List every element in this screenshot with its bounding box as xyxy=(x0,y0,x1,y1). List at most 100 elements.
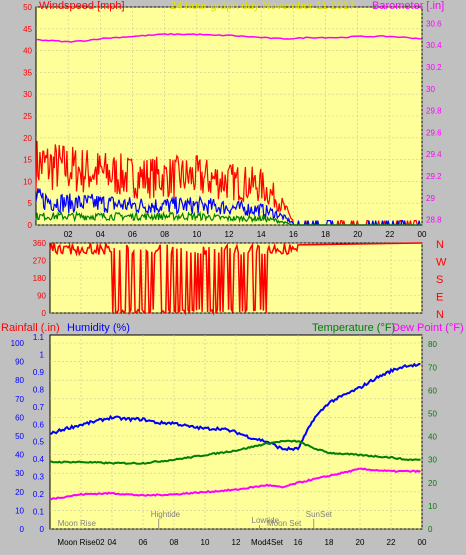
direction-tick-label: 360 xyxy=(33,239,47,248)
annotation-label: Hightide xyxy=(151,510,181,519)
windspeed-tick-label: 30 xyxy=(23,90,32,99)
compass-label: E xyxy=(436,292,443,304)
humidity-tick-label: 50 xyxy=(15,432,24,441)
barometer-tick-label: 29.2 xyxy=(426,172,442,181)
rainfall-tick-label: 0.4 xyxy=(33,455,45,464)
windspeed-tick-label: 20 xyxy=(23,134,32,143)
wind-direction-line xyxy=(49,242,423,316)
humidity-tick-label: 100 xyxy=(11,339,25,348)
x-tick-label: 22 xyxy=(387,538,396,547)
windspeed-series-line xyxy=(35,140,422,226)
direction-tick-label: 90 xyxy=(37,292,46,301)
temperature-tick-label: 50 xyxy=(428,410,437,419)
rainfall-tick-label: 0.8 xyxy=(33,385,45,394)
x-tick-label: 14 xyxy=(257,230,266,239)
x-tick-label: 10 xyxy=(201,538,210,547)
x-tick-label: 08 xyxy=(170,538,179,547)
rainfall-tick-label: 0.3 xyxy=(33,473,45,482)
x-tick-label: 06 xyxy=(128,230,137,239)
temperature-tick-label: 30 xyxy=(428,456,437,465)
humidity-tick-label: 70 xyxy=(15,395,24,404)
compass-label: N xyxy=(436,309,444,321)
x-tick-label: 04 xyxy=(96,230,105,239)
barometer-tick-label: 30.6 xyxy=(426,19,442,28)
humidity-tick-label: 80 xyxy=(15,376,24,385)
x-tick-label: 18 xyxy=(325,538,334,547)
barometer-series-line xyxy=(36,32,423,43)
barometer-tick-label: 29.8 xyxy=(426,107,442,116)
rainfall-tick-label: 0.9 xyxy=(33,368,45,377)
annotation-label: SunSet xyxy=(306,510,333,519)
x-tick-label: 02 xyxy=(64,230,73,239)
x-tick-label: 00 xyxy=(418,230,427,239)
wind-baro-ticks: 02 04 06 08 10 12 14 16 18 20 22 000510152025303540… xyxy=(23,3,442,239)
x-tick-label: 18 xyxy=(321,230,330,239)
direction-tick-label: 270 xyxy=(33,257,47,266)
x-tick-label: 06 xyxy=(139,538,148,547)
barometer-tick-label: 30 xyxy=(426,85,435,94)
compass-label: N xyxy=(436,239,444,251)
direction-tick-label: 0 xyxy=(42,309,47,318)
temperature-tick-label: 80 xyxy=(428,340,437,349)
rainfall-tick-label: 0.1 xyxy=(33,508,45,517)
humidity-tick-label: 90 xyxy=(15,358,24,367)
temperature-tick-label: 70 xyxy=(428,363,437,372)
windspeed-tick-label: 25 xyxy=(23,112,32,121)
rainfall-tick-label: 0.7 xyxy=(33,403,45,412)
x-tick-label: 16 xyxy=(294,538,303,547)
windspeed-tick-label: 5 xyxy=(28,199,33,208)
dew-point-series-line xyxy=(49,467,421,501)
rainfall-tick-label: 0.6 xyxy=(33,420,45,429)
windspeed-tick-label: 0 xyxy=(28,221,33,230)
windspeed-tick-label: 45 xyxy=(23,25,32,34)
temperature-tick-label: 40 xyxy=(428,433,437,442)
wind-direction-lines xyxy=(49,242,423,316)
windspeed-tick-label: 50 xyxy=(23,3,32,12)
temperature-tick-label: 0 xyxy=(428,525,433,534)
humidity-tick-label: 60 xyxy=(15,413,24,422)
wind-baro-lines xyxy=(35,32,423,226)
temperature-tick-label: 60 xyxy=(428,386,437,395)
x-tick-label: 12 xyxy=(232,538,241,547)
windspeed-axis-label: Windspeed [mph] xyxy=(39,0,125,12)
barometer-tick-label: 29.6 xyxy=(426,128,442,137)
compass-label: W xyxy=(436,257,447,269)
rainfall-tick-label: 0.5 xyxy=(33,438,45,447)
temperature-tick-label: 20 xyxy=(428,479,437,488)
rainfall-tick-label: 1 xyxy=(40,350,45,359)
x-tick-label: 20 xyxy=(356,538,365,547)
dewpoint-axis-label: Dew Point (°F) xyxy=(392,322,464,334)
barometer-tick-label: 28.8 xyxy=(426,216,442,225)
barometer-axis-label: Barometer [.in] xyxy=(372,0,444,12)
humidity-tick-label: 0 xyxy=(20,525,25,534)
temperature-series-line xyxy=(49,439,421,465)
x-tick-label: 20 xyxy=(353,230,362,239)
annotation-label: Moon Rise xyxy=(58,519,97,528)
x-tick-label: Mod4Set xyxy=(251,538,284,547)
rainfall-axis-label: Rainfall (.in) xyxy=(1,322,60,334)
windspeed-series-line xyxy=(35,210,422,226)
barometer-tick-label: 29.4 xyxy=(426,150,442,159)
annotation-label: Moon Set xyxy=(267,519,302,528)
rain-humidity-temp-ticks: 010203040506070809010000.10.20.30.40.50.… xyxy=(11,333,438,547)
x-tick-label: Moon Rise02 xyxy=(57,538,105,547)
windspeed-tick-label: 35 xyxy=(23,68,32,77)
rain-humidity-temp-lines xyxy=(49,362,421,501)
x-tick-label: 12 xyxy=(225,230,234,239)
humidity-series-line xyxy=(49,362,421,452)
humidity-tick-label: 20 xyxy=(15,488,24,497)
compass-label: S xyxy=(436,274,443,286)
temperature-tick-label: 10 xyxy=(428,502,437,511)
humidity-tick-label: 30 xyxy=(15,469,24,478)
rainfall-tick-label: 0.2 xyxy=(33,490,45,499)
windspeed-tick-label: 40 xyxy=(23,47,32,56)
x-tick-label: 16 xyxy=(289,230,298,239)
humidity-tick-label: 10 xyxy=(15,506,24,515)
barometer-tick-label: 30.2 xyxy=(426,63,442,72)
x-tick-label: 00 xyxy=(418,538,427,547)
x-tick-label: 22 xyxy=(385,230,394,239)
graph-title: 24 hour graph day November 11 2017 xyxy=(170,0,355,12)
